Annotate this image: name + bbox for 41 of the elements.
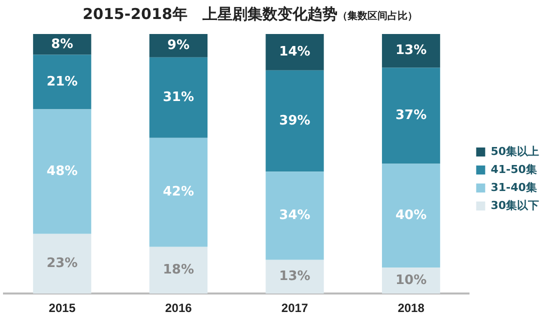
bar	[266, 260, 324, 294]
bar	[149, 138, 208, 247]
bar	[33, 234, 92, 294]
bar	[266, 34, 324, 70]
legend-label: 31-40集	[490, 180, 537, 194]
chart-subtitle: （集数区间占比）	[337, 11, 418, 22]
bar	[266, 70, 324, 172]
bar	[149, 34, 208, 58]
data-label: 37%	[395, 108, 427, 124]
data-label: 34%	[279, 208, 310, 224]
chart-title: 2015-2018年 上星剧集数变化趋势	[82, 5, 338, 23]
legend-label: 41-50集	[490, 162, 537, 176]
legend-label: 30集以下	[490, 198, 540, 212]
x-tick-label: 2015	[48, 301, 76, 316]
bar	[382, 68, 440, 164]
data-label: 14%	[279, 44, 310, 60]
bar	[382, 34, 440, 68]
bar	[149, 246, 208, 294]
data-label: 18%	[162, 262, 194, 278]
data-label: 39%	[279, 113, 310, 128]
x-tick-label: 2018	[398, 301, 425, 316]
bar	[149, 57, 208, 138]
x-tick-label: 2017	[281, 301, 308, 316]
data-label: 48%	[46, 164, 78, 179]
data-label: 13%	[279, 269, 310, 284]
data-label: 10%	[395, 272, 427, 288]
bar	[33, 109, 92, 234]
bar	[33, 34, 92, 55]
bar	[33, 54, 92, 110]
legend-label: 50集以上	[490, 144, 540, 158]
data-label: 23%	[46, 256, 78, 272]
data-label: 42%	[162, 184, 194, 200]
bar	[266, 172, 324, 260]
data-label: 40%	[395, 208, 427, 224]
data-label: 31%	[162, 90, 194, 105]
x-tick-label: 2016	[165, 301, 192, 316]
data-label: 13%	[395, 43, 427, 58]
data-label: 8%	[51, 36, 74, 52]
data-label: 9%	[167, 38, 190, 54]
bar	[382, 164, 440, 268]
data-label: 21%	[46, 74, 78, 90]
